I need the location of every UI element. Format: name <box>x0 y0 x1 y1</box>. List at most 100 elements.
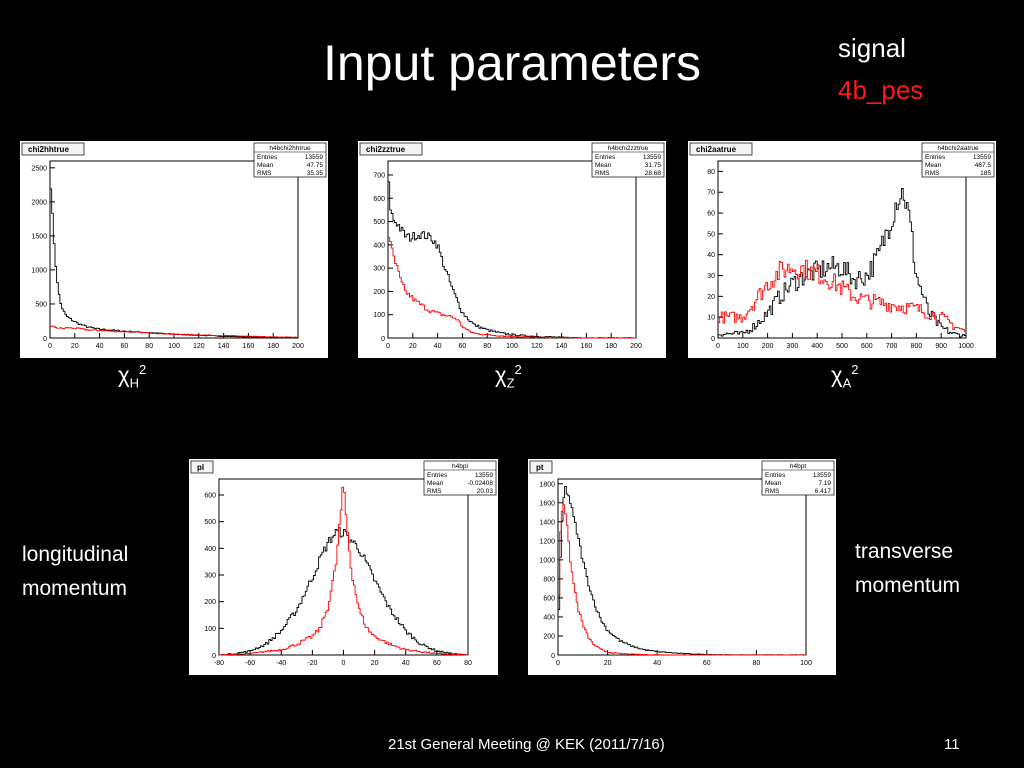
stats-value: 13559 <box>305 154 323 161</box>
y-tick-label: 400 <box>543 614 555 621</box>
stats-key: Mean <box>257 162 274 169</box>
y-tick-label: 700 <box>373 172 385 179</box>
x-tick-label: 120 <box>193 343 205 350</box>
y-tick-label: 0 <box>381 336 385 343</box>
x-tick-label: -80 <box>214 660 224 667</box>
pt-svg: 0 20 40 60 80 100 200 400 600 800 1000 1200 1400 1600… <box>528 459 836 675</box>
y-tick-label: 0 <box>43 336 47 343</box>
x-tick-label: 20 <box>604 660 612 667</box>
y-tick-label: 200 <box>204 599 216 606</box>
page-number: 11 <box>944 736 960 753</box>
y-tick-label: 2000 <box>31 199 47 206</box>
pl-plot: -80 -60 -40 -20 0 20 40 60 80 100 200 300 400 500 600 0… <box>189 459 498 675</box>
x-tick-label: 100 <box>506 343 518 350</box>
x-tick-label: 300 <box>787 343 799 350</box>
x-tick-label: 140 <box>218 343 230 350</box>
page-title: Input parameters <box>323 35 701 91</box>
stats-title: h4bchi2zztrue <box>608 145 649 152</box>
x-tick-label: 400 <box>811 343 823 350</box>
y-tick-label: 1600 <box>539 500 555 507</box>
x-tick-label: -60 <box>245 660 255 667</box>
hist-name: chi2zztrue <box>366 145 406 154</box>
stats-value: 13559 <box>973 154 991 161</box>
stats-value: 13559 <box>813 472 831 479</box>
stats-title: h4bpl <box>452 463 468 470</box>
y-tick-label: 80 <box>707 169 715 176</box>
y-tick-label: 400 <box>373 242 385 249</box>
y-tick-label: 0 <box>551 653 555 660</box>
pl-svg: -80 -60 -40 -20 0 20 40 60 80 100 200 300 400 500 600 0… <box>189 459 498 675</box>
y-tick-label: 500 <box>373 219 385 226</box>
x-tick-label: 60 <box>703 660 711 667</box>
x-tick-label: 80 <box>464 660 472 667</box>
y-tick-label: 20 <box>707 294 715 301</box>
x-tick-label: 20 <box>71 343 79 350</box>
stats-value: 467.5 <box>975 162 992 169</box>
x-tick-label: 200 <box>292 343 304 350</box>
chi2aatrue-svg: 0 100 200 300 400 500 600 700 800 900 100010203040… <box>688 141 996 358</box>
stats-box <box>591 142 665 178</box>
y-tick-label: 30 <box>707 273 715 280</box>
x-tick-label: 20 <box>371 660 379 667</box>
stats-value: -0.02408 <box>467 480 493 487</box>
x-tick-label: 0 <box>716 343 720 350</box>
y-tick-label: 1000 <box>539 557 555 564</box>
y-tick-label: 1500 <box>31 233 47 240</box>
background-histogram-chi2zztrue <box>388 237 636 339</box>
y-tick-label: 600 <box>204 493 216 500</box>
stats-key: RMS <box>765 488 780 495</box>
chi2zz-plot: 0 20 40 60 80 100 120 140 160 180 200 100 200 300 400 5… <box>358 141 666 358</box>
x-tick-label: 0 <box>386 343 390 350</box>
x-tick-label: 500 <box>836 343 848 350</box>
background-histogram-chi2aatrue <box>718 259 966 332</box>
stats-value: 28.68 <box>645 170 662 177</box>
background-histogram-pl <box>219 486 468 656</box>
x-tick-label: 80 <box>483 343 491 350</box>
x-tick-label: 60 <box>433 660 441 667</box>
chi2hhtrue-svg: 0 20 40 60 80 100 120 140 160 180 200 500 1000 1500 20… <box>20 141 328 358</box>
x-tick-label: 900 <box>935 343 947 350</box>
hist-name-box <box>21 142 85 156</box>
x-tick-label: 800 <box>911 343 923 350</box>
x-tick-label: 60 <box>459 343 467 350</box>
x-tick-label: 600 <box>861 343 873 350</box>
stats-key: Entries <box>427 472 448 479</box>
y-tick-label: 500 <box>204 519 216 526</box>
stats-key: Entries <box>925 154 946 161</box>
legend-signal: signal <box>838 33 906 63</box>
y-tick-label: 50 <box>707 231 715 238</box>
stats-value: 13559 <box>475 472 493 479</box>
y-tick-label: 600 <box>543 595 555 602</box>
x-tick-label: 700 <box>886 343 898 350</box>
y-tick-label: 200 <box>373 289 385 296</box>
hist-name: chi2aatrue <box>696 145 737 154</box>
x-tick-label: 160 <box>581 343 593 350</box>
stats-key: Mean <box>925 162 942 169</box>
y-tick-label: 60 <box>707 211 715 218</box>
chi-z-caption: χZ2 <box>495 362 522 391</box>
stats-value: 7.19 <box>818 480 831 487</box>
y-tick-label: 1400 <box>539 519 555 526</box>
x-tick-label: 60 <box>121 343 129 350</box>
chi-a-caption: χA2 <box>831 362 859 391</box>
x-tick-label: 80 <box>145 343 153 350</box>
x-tick-label: 0 <box>342 660 346 667</box>
stats-box <box>921 142 995 178</box>
y-tick-label: 200 <box>543 633 555 640</box>
stats-value: 185 <box>980 170 991 177</box>
y-tick-label: 0 <box>212 653 216 660</box>
stats-key: Mean <box>595 162 612 169</box>
footer-text: 21st General Meeting @ KEK (2011/7/16) <box>388 736 665 753</box>
y-tick-label: 70 <box>707 190 715 197</box>
stats-value: 47.75 <box>307 162 324 169</box>
stats-value: 20.03 <box>477 488 494 495</box>
stats-key: Entries <box>595 154 616 161</box>
y-tick-label: 300 <box>373 266 385 273</box>
x-tick-label: 200 <box>762 343 774 350</box>
stats-key: Entries <box>257 154 278 161</box>
x-tick-label: 80 <box>753 660 761 667</box>
background-histogram-pt <box>558 504 806 656</box>
hist-name: pl <box>197 463 204 472</box>
longitudinal-momentum-label: longitudinal momentum <box>22 543 129 600</box>
x-tick-label: -20 <box>307 660 317 667</box>
